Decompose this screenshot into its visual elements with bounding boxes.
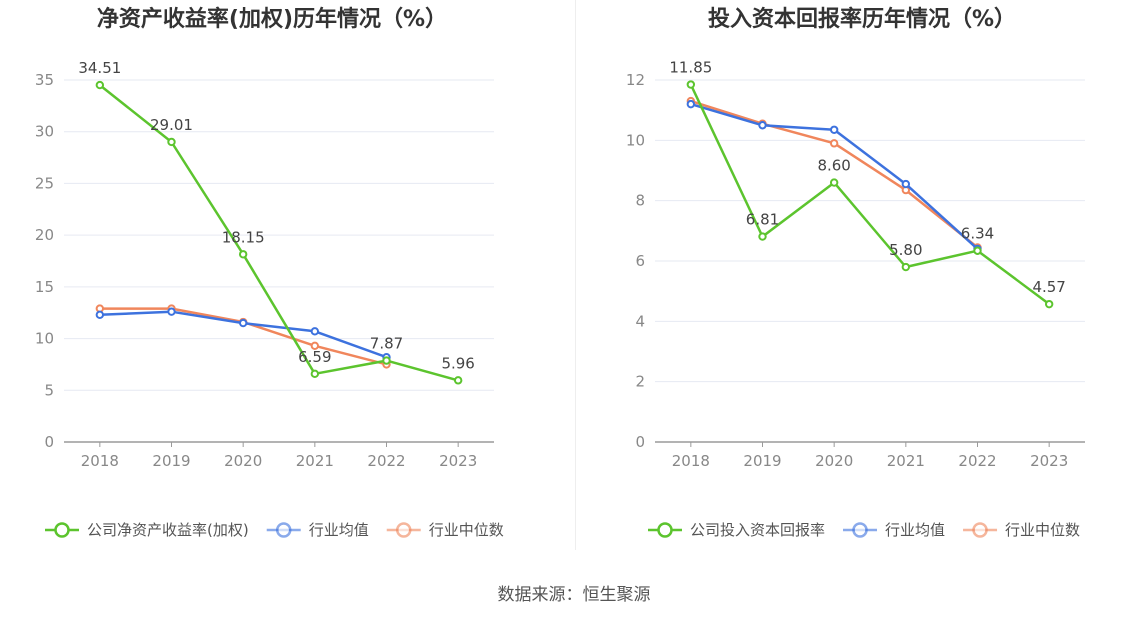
x-tick-label: 2021 [887, 452, 925, 470]
data-point [829, 139, 839, 148]
data-point [453, 376, 463, 385]
x-tick-label: 2021 [296, 452, 334, 470]
data-label: 29.01 [150, 116, 193, 134]
legend-marker [395, 522, 412, 538]
data-point [310, 341, 320, 351]
data-point [973, 246, 982, 255]
data-point [238, 250, 248, 259]
data-point [829, 178, 839, 187]
roic-chart: 投入资本回报率历年情况（%） 0 2 4 6 8 10 12 2018 2019 2020 2021 2… [626, 6, 1085, 539]
legend-label: 行业中位数 [1005, 521, 1080, 539]
data-point [686, 80, 696, 89]
legend-label: 行业中位数 [429, 521, 504, 539]
data-label: 11.85 [669, 59, 712, 77]
data-point [1044, 299, 1054, 309]
data-label: 6.34 [961, 225, 994, 243]
legend-marker [54, 522, 70, 538]
chart-title: 投入资本回报率历年情况（%） [708, 6, 1016, 32]
y-tick-label: 0 [635, 433, 645, 451]
y-tick-label: 30 [35, 123, 54, 141]
data-source: 数据来源：恒生聚源 [497, 585, 651, 605]
y-tick-label: 6 [635, 252, 645, 270]
y-tick-label: 12 [626, 71, 645, 89]
legend-item[interactable]: 行业均值 [843, 521, 945, 539]
data-point [686, 99, 696, 109]
data-point [167, 307, 176, 316]
legend-label: 公司净资产收益率(加权) [87, 521, 249, 539]
data-point [382, 356, 391, 365]
legend-marker [657, 522, 673, 538]
y-tick-label: 2 [635, 373, 645, 391]
x-tick-label: 2020 [224, 452, 262, 470]
y-tick-label: 15 [35, 278, 54, 296]
data-point [901, 179, 911, 189]
data-label: 18.15 [222, 228, 265, 246]
legend-label: 公司投入资本回报率 [690, 521, 825, 539]
data-point [95, 80, 105, 90]
x-tick-label: 2022 [367, 452, 405, 470]
data-point [238, 318, 248, 328]
roe-chart: 净资产收益率(加权)历年情况（%） 0 5 10 15 20 25 30 35 2018 2019 2… [35, 6, 504, 539]
x-tick-label: 2019 [152, 452, 190, 470]
y-tick-label: 10 [626, 131, 645, 149]
series-line [689, 83, 1050, 306]
data-point [310, 369, 320, 379]
x-tick-label: 2018 [81, 452, 119, 470]
y-tick-label: 0 [44, 433, 54, 451]
legend-label: 行业均值 [885, 521, 945, 539]
legend-marker [275, 522, 292, 538]
data-label: 6.81 [746, 211, 779, 229]
legend-item[interactable]: 行业均值 [266, 521, 369, 539]
y-tick-label: 25 [35, 174, 54, 192]
legend-item[interactable]: 公司净资产收益率(加权) [45, 521, 249, 539]
y-tick-label: 4 [635, 312, 645, 330]
data-label: 34.51 [78, 59, 121, 77]
data-label: 5.96 [441, 354, 474, 372]
legend-item[interactable]: 行业中位数 [386, 521, 504, 539]
y-tick-label: 8 [635, 192, 645, 210]
legend-label: 行业均值 [309, 521, 369, 539]
data-point [901, 262, 911, 272]
y-tick-label: 35 [35, 71, 54, 89]
data-point [758, 121, 767, 130]
x-tick-label: 2023 [439, 452, 477, 470]
data-point [167, 137, 176, 147]
x-tick-label: 2019 [743, 452, 781, 470]
legend-marker [972, 522, 988, 538]
y-tick-label: 10 [35, 330, 54, 348]
legend-item[interactable]: 行业中位数 [963, 521, 1080, 539]
data-label: 8.60 [817, 157, 850, 175]
data-label: 4.57 [1032, 278, 1065, 296]
series-line [99, 84, 459, 382]
series-line [99, 307, 387, 366]
chart-divider [575, 0, 576, 550]
data-label: 5.80 [889, 241, 922, 259]
x-tick-label: 2018 [672, 452, 710, 470]
data-point [829, 125, 839, 134]
data-label: 7.87 [370, 335, 403, 353]
data-point [310, 327, 320, 336]
data-label: 6.59 [298, 348, 331, 366]
y-tick-label: 20 [35, 226, 54, 244]
y-tick-label: 5 [44, 381, 54, 399]
data-point [95, 310, 105, 319]
legend-item[interactable]: 公司投入资本回报率 [648, 521, 825, 539]
legend-marker [852, 522, 868, 538]
data-point [758, 232, 767, 241]
x-tick-label: 2020 [815, 452, 853, 470]
chart-title: 净资产收益率(加权)历年情况（%） [97, 6, 447, 32]
x-tick-label: 2022 [958, 452, 996, 470]
x-tick-label: 2023 [1030, 452, 1068, 470]
